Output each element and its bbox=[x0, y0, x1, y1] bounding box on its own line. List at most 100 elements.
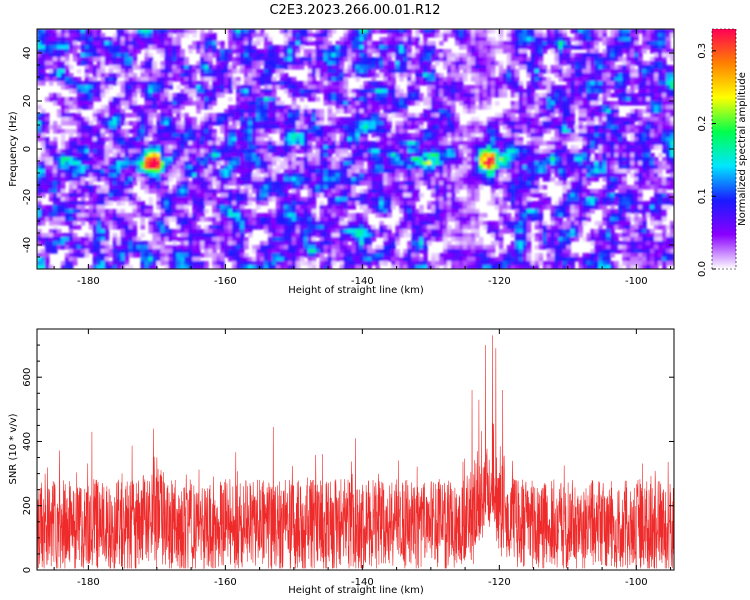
heatmap-cell bbox=[522, 33, 528, 38]
heatmap-cell bbox=[654, 77, 659, 82]
heatmap-cell bbox=[275, 117, 281, 122]
heatmap-cell bbox=[120, 153, 126, 158]
heatmap-cell bbox=[80, 121, 86, 126]
heatmap-cell bbox=[474, 153, 480, 158]
heatmap-cell bbox=[140, 133, 146, 138]
heatmap-cell bbox=[128, 113, 134, 118]
heatmap-cell bbox=[455, 165, 460, 170]
heatmap-cell bbox=[371, 105, 377, 110]
heatmap-cell bbox=[68, 105, 74, 110]
heatmap-cell bbox=[570, 93, 576, 98]
heatmap-cell bbox=[40, 41, 46, 46]
heatmap-cell bbox=[538, 29, 544, 34]
heatmap-cell bbox=[196, 49, 201, 54]
heatmap-cell bbox=[447, 121, 452, 126]
heatmap-cell bbox=[383, 29, 388, 34]
heatmap-cell bbox=[339, 89, 345, 94]
heatmap-cell bbox=[614, 153, 619, 158]
heatmap-cell bbox=[550, 33, 556, 38]
heatmap-cell bbox=[255, 109, 261, 114]
heatmap-cell bbox=[291, 169, 297, 174]
heatmap-cell bbox=[60, 109, 66, 114]
heatmap-cell bbox=[148, 37, 154, 42]
heatmap-cell bbox=[470, 49, 476, 54]
heatmap-cell bbox=[630, 37, 635, 42]
heatmap-cell bbox=[232, 161, 237, 166]
heatmap-cell bbox=[455, 41, 460, 46]
heatmap-cell bbox=[654, 109, 659, 114]
heatmap-cell bbox=[375, 149, 380, 154]
heatmap-cell bbox=[538, 61, 544, 66]
heatmap-cell bbox=[363, 85, 369, 90]
heatmap-cell bbox=[327, 105, 333, 110]
heatmap-cell bbox=[68, 157, 74, 162]
heatmap-cell bbox=[184, 137, 189, 142]
heatmap-cell bbox=[240, 105, 245, 110]
heatmap-cell bbox=[76, 129, 82, 134]
heatmap-cell bbox=[44, 161, 50, 166]
heatmap-cell bbox=[160, 149, 165, 154]
heatmap-cell bbox=[435, 141, 440, 146]
heatmap-cell bbox=[44, 41, 50, 46]
heatmap-cell bbox=[188, 169, 193, 174]
heatmap-cell bbox=[459, 41, 464, 46]
heatmap-cell bbox=[371, 101, 377, 106]
heatmap-cell bbox=[96, 81, 102, 86]
heatmap-cell bbox=[482, 133, 488, 138]
heatmap-cell bbox=[415, 77, 420, 82]
heatmap-cell bbox=[335, 69, 341, 74]
heatmap-cell bbox=[403, 33, 408, 38]
heatmap-cell bbox=[355, 89, 361, 94]
heatmap-cell bbox=[295, 45, 301, 50]
heatmap-cell bbox=[287, 93, 293, 98]
heatmap-cell bbox=[419, 129, 424, 134]
heatmap-cell bbox=[606, 37, 611, 42]
heatmap-cell bbox=[200, 157, 205, 162]
heatmap-cell bbox=[574, 105, 580, 110]
heatmap-cell bbox=[502, 137, 508, 142]
heatmap-cell bbox=[574, 41, 580, 46]
heatmap-cell bbox=[156, 105, 162, 110]
heatmap-cell bbox=[590, 117, 595, 122]
heatmap-cell bbox=[459, 37, 464, 42]
heatmap-cell bbox=[124, 49, 130, 54]
heatmap-cell bbox=[311, 129, 317, 134]
heatmap-cell bbox=[287, 33, 293, 38]
heatmap-cell bbox=[287, 133, 293, 138]
heatmap-cell bbox=[128, 121, 134, 126]
heatmap-cell bbox=[315, 65, 321, 70]
heatmap-cell bbox=[200, 117, 205, 122]
heatmap-cell bbox=[140, 65, 146, 70]
heatmap-cell bbox=[626, 129, 631, 134]
heatmap-cell bbox=[407, 45, 412, 50]
heatmap-cell bbox=[180, 93, 185, 98]
heatmap-cell bbox=[435, 57, 440, 62]
heatmap-cell bbox=[415, 165, 420, 170]
heatmap-cell bbox=[518, 129, 524, 134]
heatmap-cell bbox=[96, 165, 102, 170]
heatmap-cell bbox=[160, 141, 165, 146]
heatmap-cell bbox=[574, 37, 580, 42]
heatmap-cell bbox=[196, 153, 201, 158]
heatmap-cell bbox=[248, 137, 253, 142]
heatmap-cell bbox=[550, 29, 556, 34]
heatmap-cell bbox=[224, 53, 229, 58]
heatmap-cell bbox=[244, 141, 249, 146]
heatmap-cell bbox=[64, 169, 70, 174]
heatmap-cell bbox=[466, 129, 472, 134]
heatmap-cell bbox=[255, 65, 261, 70]
heatmap-cell bbox=[538, 85, 544, 90]
heatmap-cell bbox=[192, 149, 197, 154]
heatmap-cell bbox=[610, 77, 615, 82]
heatmap-cell bbox=[40, 61, 46, 66]
heatmap-cell bbox=[60, 29, 66, 34]
heatmap-cell bbox=[40, 125, 46, 130]
heatmap-cell bbox=[176, 117, 181, 122]
heatmap-cell bbox=[538, 137, 544, 142]
heatmap-cell bbox=[240, 65, 245, 70]
heatmap-cell bbox=[208, 33, 213, 38]
heatmap-cell bbox=[156, 41, 162, 46]
heatmap-cell bbox=[271, 45, 277, 50]
heatmap-cell bbox=[451, 105, 456, 110]
heatmap-cell bbox=[522, 97, 528, 102]
